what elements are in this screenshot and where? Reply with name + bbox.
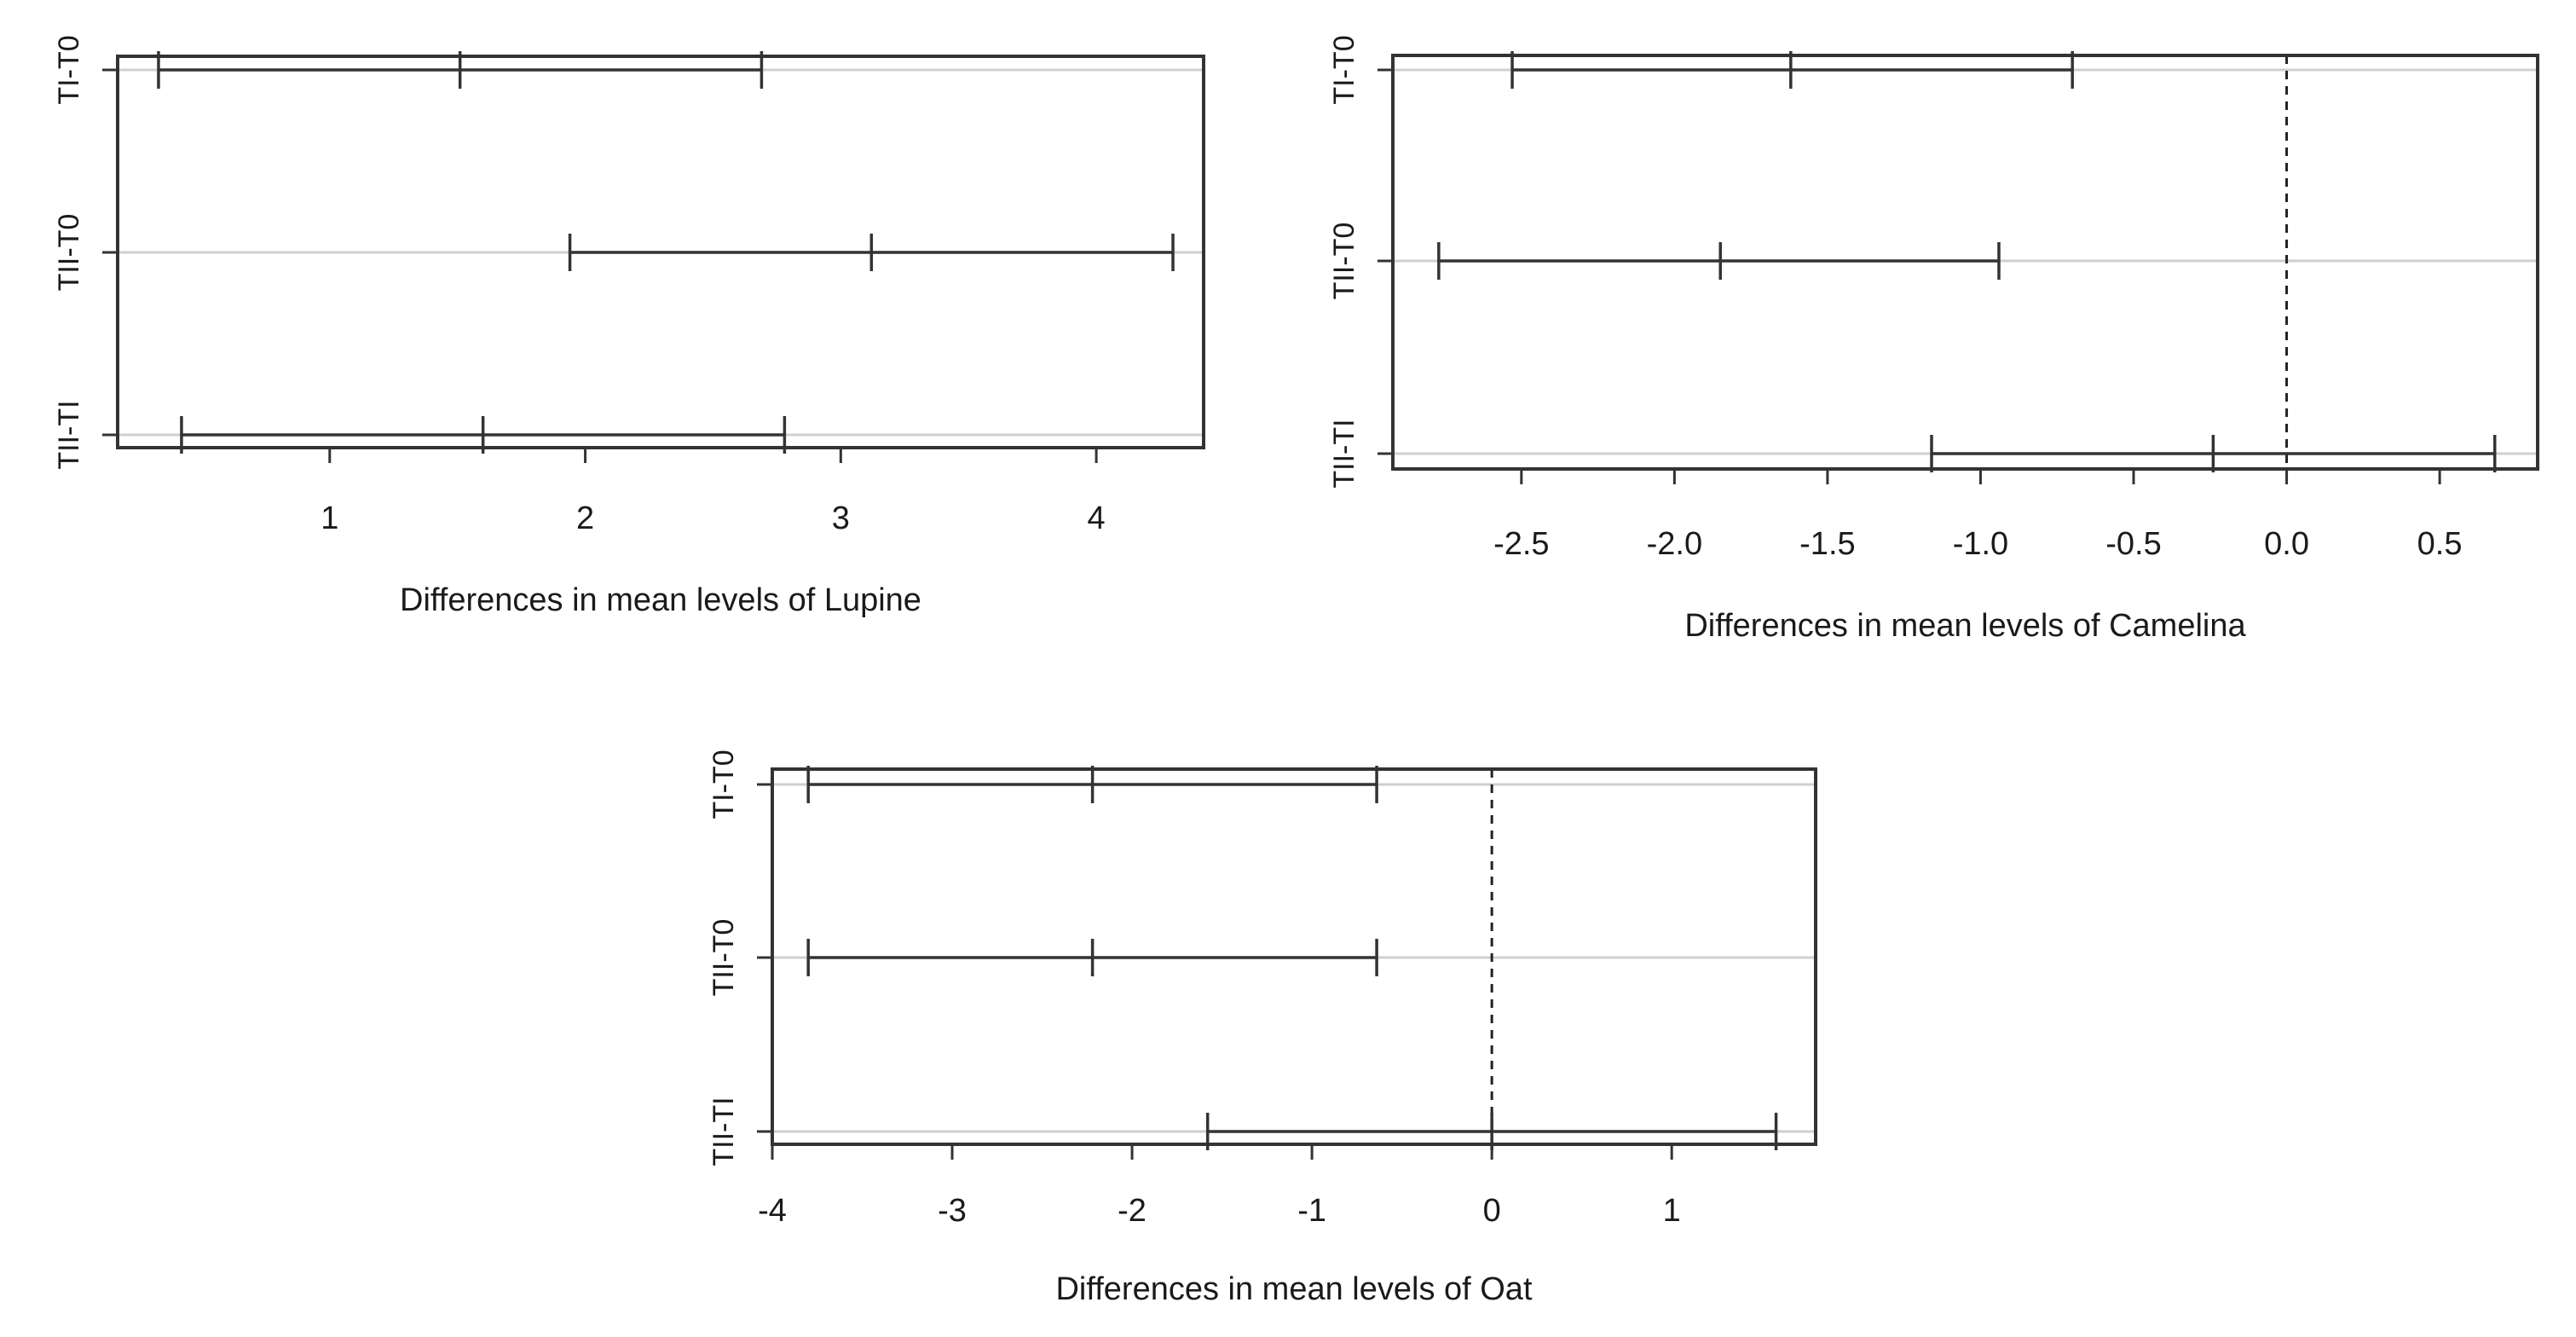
chart-panel-3: TI-T0 TII-T0 TII-TI -4 -3 -2 -1 0 1 Differences i…: [708, 750, 1817, 1307]
x-tick-label: -1.0: [1953, 526, 2008, 562]
y-tick-label: TI-T0: [1328, 35, 1360, 104]
x-tick-label: 4: [1088, 501, 1106, 536]
y-tick-label: TI-T0: [708, 750, 740, 819]
x-tick-label: -4: [758, 1193, 787, 1229]
chart-panel-2: TI-T0 TII-T0 TII-TI -2.5 -2.0 -1.5 -1.0 -0.5 0.0…: [1328, 35, 2539, 644]
x-tick-label: -0.5: [2105, 526, 2161, 562]
y-tick-label: TII-T0: [1328, 223, 1360, 300]
plot-frame: [771, 767, 1817, 1146]
x-tick-label: 2: [576, 501, 594, 536]
x-tick-label: -2.0: [1647, 526, 1702, 562]
x-axis-label: Differences in mean levels of Oat: [1055, 1271, 1532, 1307]
y-tick-label: TII-TI: [1328, 419, 1360, 488]
x-tick-label: -3: [938, 1193, 967, 1229]
plot-frame: [116, 55, 1205, 449]
y-tick-label: TII-T0: [53, 214, 85, 292]
x-tick-label: 3: [832, 501, 850, 536]
x-tick-label: -2.5: [1493, 526, 1549, 562]
y-tick-label: TII-TI: [53, 400, 85, 469]
x-tick-label: 0.0: [2264, 526, 2309, 562]
x-tick-label: -1: [1297, 1193, 1326, 1229]
x-tick-label: 1: [1663, 1193, 1681, 1229]
y-tick-label: TI-T0: [53, 35, 85, 104]
x-tick-label: 0: [1483, 1193, 1501, 1229]
x-axis-label: Differences in mean levels of Lupine: [400, 582, 921, 618]
chart-panel-1: TI-T0 TII-T0 TII-TI 1 2 3 4 Differences in mean…: [53, 35, 1205, 618]
y-tick-label: TII-TI: [708, 1097, 740, 1166]
x-tick-label: -1.5: [1799, 526, 1855, 562]
plot-frame: [1391, 54, 2539, 471]
x-tick-label: -2: [1118, 1193, 1146, 1229]
x-axis-label: Differences in mean levels of Camelina: [1684, 608, 2246, 644]
y-tick-label: TII-T0: [708, 919, 740, 997]
x-tick-label: 0.5: [2417, 526, 2463, 562]
x-tick-label: 1: [321, 501, 338, 536]
